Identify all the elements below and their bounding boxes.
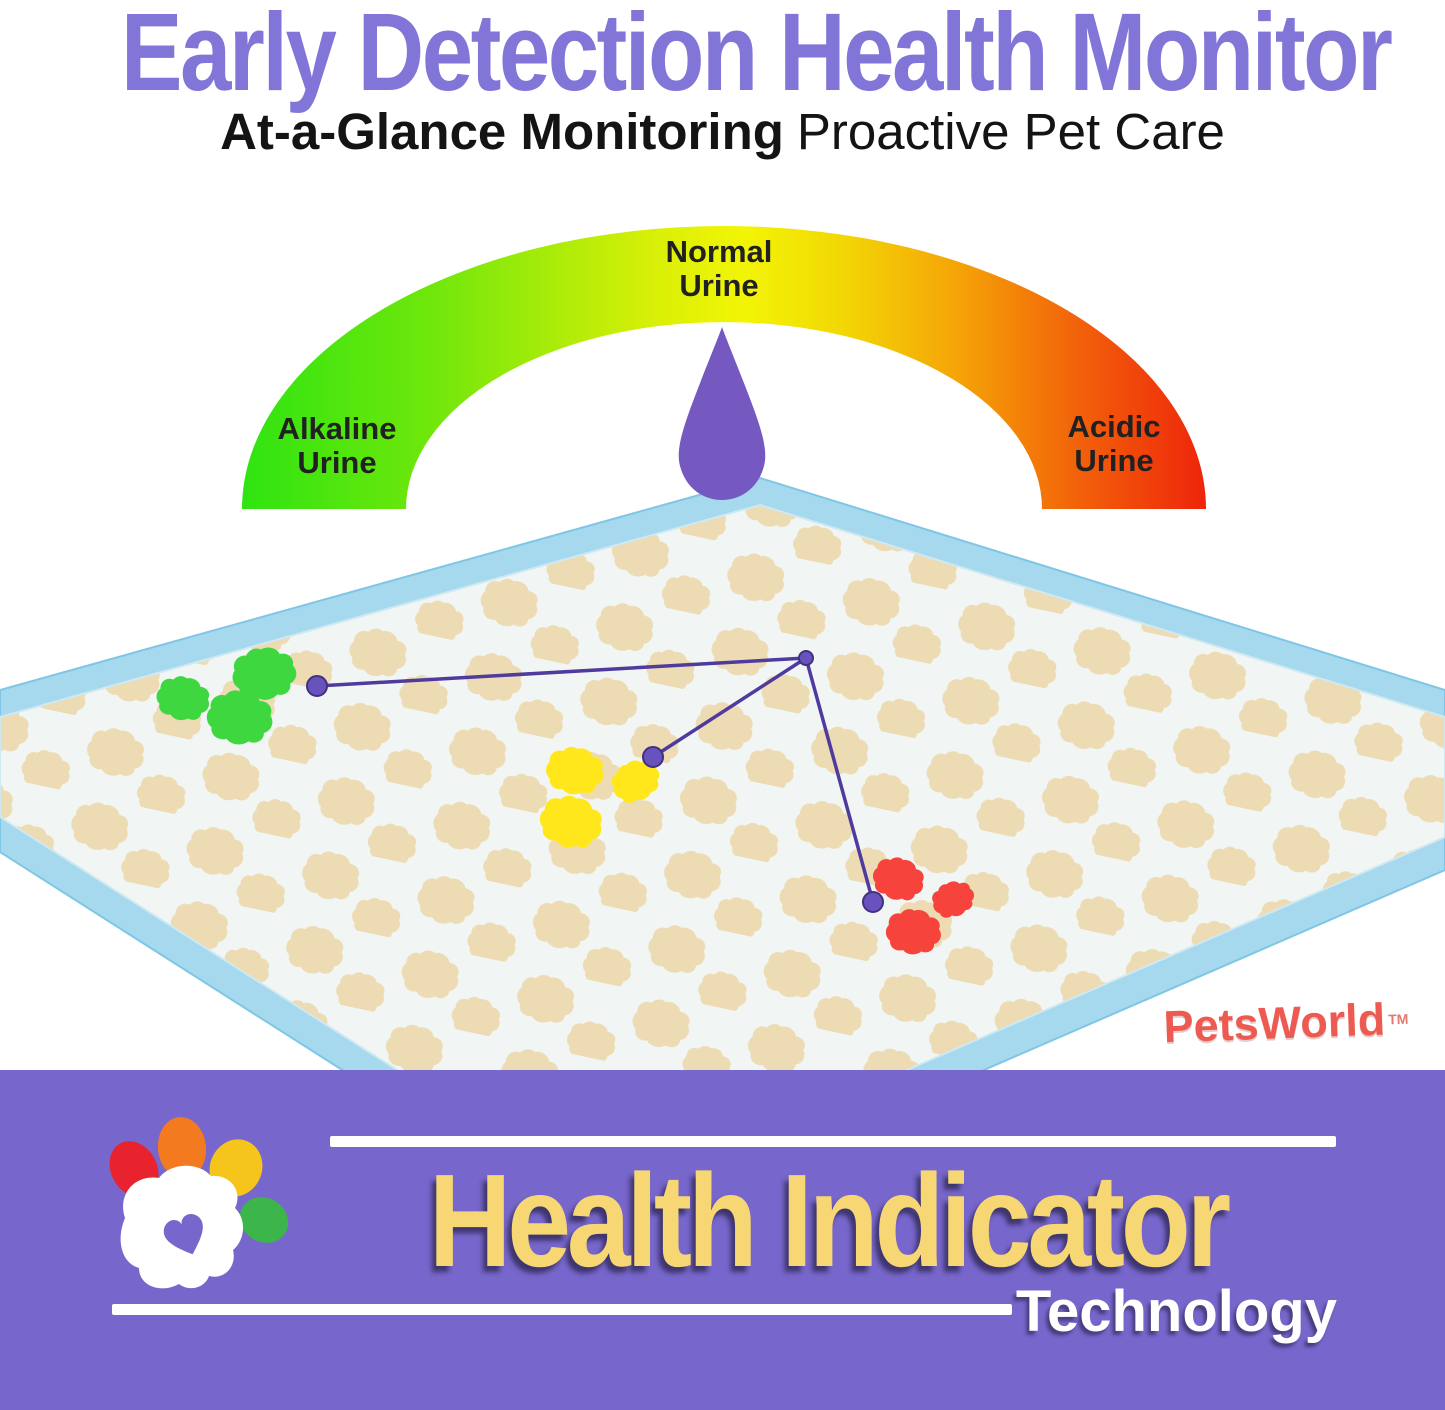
page-subtitle: At-a-Glance Monitoring Proactive Pet Care [0, 104, 1445, 160]
gauge-label-alkaline-line2: Urine [297, 445, 377, 480]
divider-line-top [330, 1136, 1336, 1147]
subtitle-emphasis: At-a-Glance Monitoring [220, 103, 784, 160]
brand-logo: PetsWorld TM [1148, 982, 1424, 1063]
banner-title: Health Indicator [428, 1147, 1232, 1294]
urine-drop-icon [678, 327, 766, 500]
divider-line-bottom [112, 1304, 1012, 1315]
heart-icon [163, 1214, 203, 1255]
page-title: Early Detection Health Monitor [120, 0, 1393, 114]
pee-pad-illustration [0, 476, 1445, 1074]
gauge-label-acidic-line2: Urine [1074, 443, 1154, 478]
subtitle-regular: Proactive Pet Care [796, 103, 1225, 160]
gauge-label-acidic-line1: Acidic [1067, 409, 1161, 444]
gauge-arc [242, 226, 1206, 509]
gauge-label-normal: Normal Urine [666, 235, 773, 303]
banner-subtitle: Technology [1015, 1279, 1337, 1344]
brand-trademark: TM [1387, 1010, 1409, 1027]
brand-name: PetsWorld [1162, 993, 1387, 1052]
callout-dots [306, 650, 884, 913]
gauge-label-alkaline: Alkaline Urine [278, 412, 397, 480]
gauge-label-normal-line2: Urine [679, 268, 759, 303]
gauge-label-normal-line1: Normal [665, 234, 773, 269]
paw-logo-icon [109, 1117, 289, 1289]
gauge-label-acidic: Acidic Urine [1067, 410, 1160, 478]
callout-lines [316, 656, 875, 903]
gauge-label-alkaline-line1: Alkaline [277, 411, 397, 446]
footer-banner: Health Indicator Technology [0, 1070, 1445, 1410]
